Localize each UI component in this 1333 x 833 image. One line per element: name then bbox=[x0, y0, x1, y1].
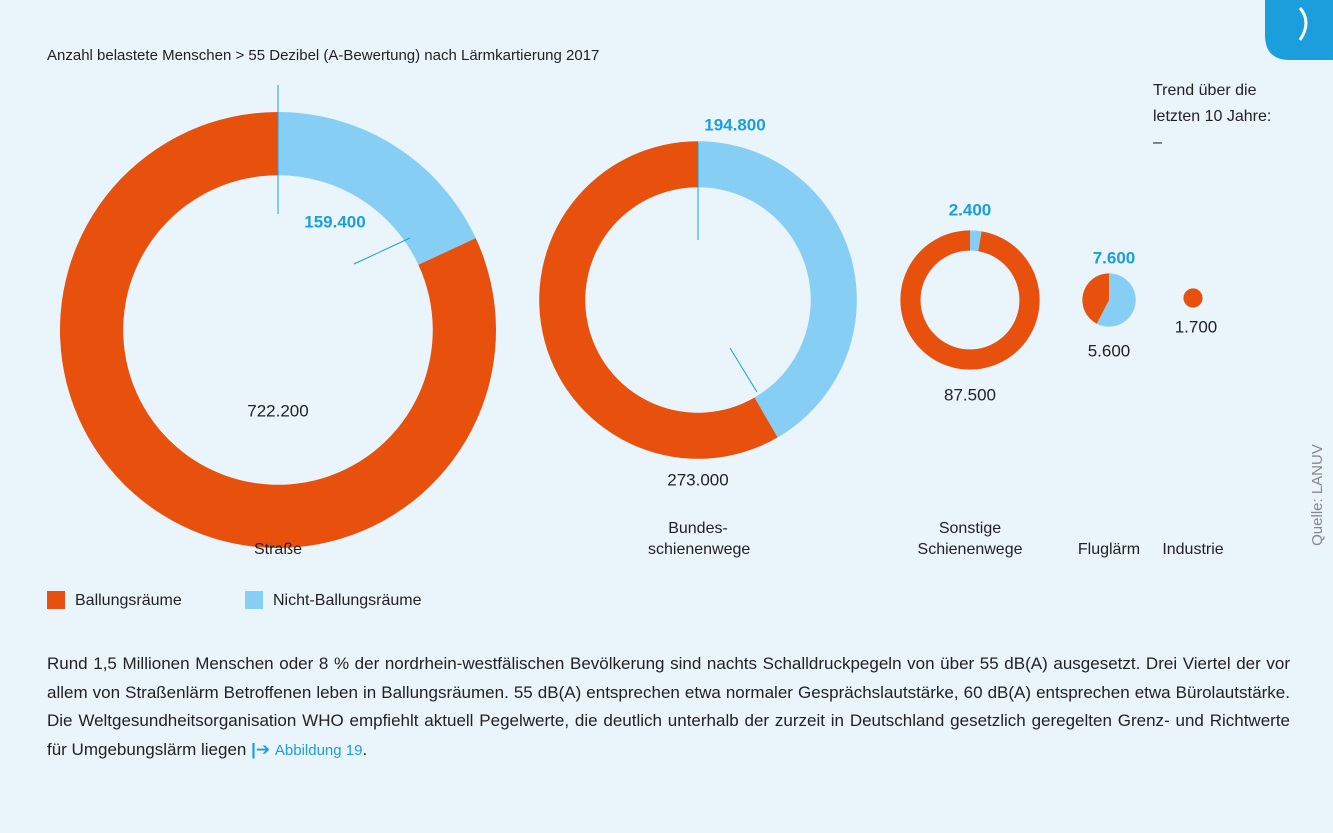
donut-segment bbox=[1096, 273, 1136, 327]
link[interactable]: Abbildung 19 bbox=[274, 741, 363, 759]
paragraph: Rund 1,5 Millionen Menschen oder 8 % der… bbox=[47, 650, 1290, 765]
legend-swatch bbox=[47, 591, 65, 609]
donut-segment bbox=[278, 112, 476, 265]
link-arrow: |➔ bbox=[251, 739, 271, 759]
category-label: Straße bbox=[253, 541, 302, 558]
legend-label: Ballungsräume bbox=[75, 592, 182, 609]
source: Quelle: LANUV bbox=[1309, 444, 1326, 546]
value-label: 1.700 bbox=[1175, 317, 1218, 336]
value-label: 5.600 bbox=[1088, 341, 1131, 360]
corner-icon bbox=[1265, 0, 1333, 60]
category-label: Sonstige Schienenwege bbox=[917, 520, 1023, 558]
donut-segment bbox=[1183, 288, 1203, 308]
paragraph-end: . bbox=[362, 739, 368, 759]
chart: Anzahl belastete Menschen > 55 Dezibel (… bbox=[47, 0, 1333, 609]
trend-line: Trend über die bbox=[1153, 82, 1257, 99]
paragraph-text: Rund 1,5 Millionen Menschen oder 8 % der… bbox=[47, 654, 1290, 759]
trend-line: – bbox=[1153, 134, 1162, 151]
value-label: 722.200 bbox=[247, 401, 308, 420]
value-label: 273.000 bbox=[667, 470, 728, 489]
value-label: 87.500 bbox=[944, 385, 996, 404]
donut-segment bbox=[970, 230, 982, 252]
category-label: Fluglärm bbox=[1077, 541, 1141, 558]
value-label: 194.800 bbox=[704, 115, 765, 134]
donut-segment bbox=[1082, 273, 1109, 324]
donut-segment bbox=[900, 230, 1040, 370]
category-label: Bundes-schienenwege bbox=[648, 520, 751, 558]
legend-swatch bbox=[245, 591, 263, 609]
value-label: 2.400 bbox=[949, 200, 992, 219]
chart-title: Anzahl belastete Menschen > 55 Dezibel (… bbox=[47, 47, 599, 64]
corner-icon-wave bbox=[1298, 7, 1308, 41]
donut-segment bbox=[698, 141, 857, 438]
value-label: 7.600 bbox=[1093, 248, 1136, 267]
category-label: Industrie bbox=[1162, 541, 1224, 558]
leader-line bbox=[729, 347, 758, 393]
leader-line bbox=[353, 237, 411, 265]
donut-segment bbox=[539, 141, 778, 459]
trend-line: letzten 10 Jahre: bbox=[1153, 108, 1271, 125]
value-label: 159.400 bbox=[304, 212, 365, 231]
legend-label: Nicht-Ballungsräume bbox=[273, 592, 422, 609]
